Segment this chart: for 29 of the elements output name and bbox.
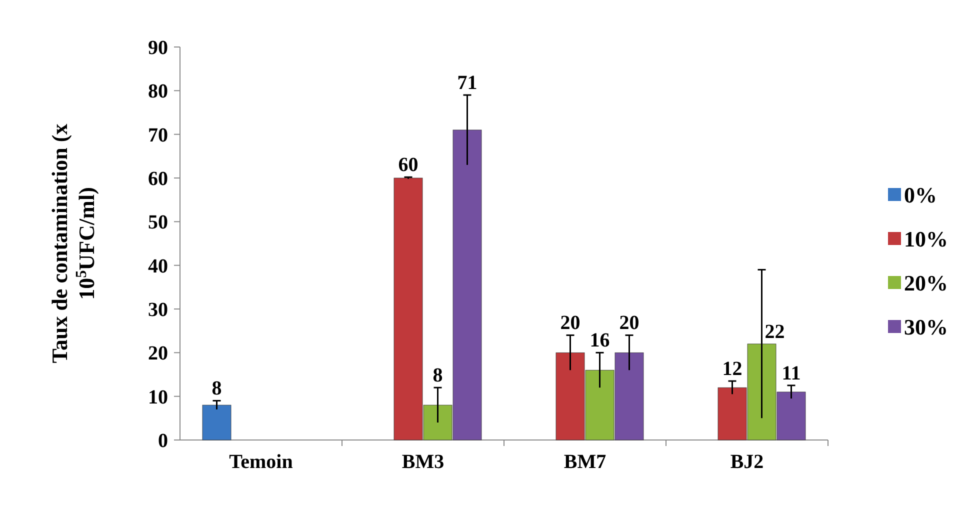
- y-tick-label: 20: [148, 342, 168, 365]
- y-tick-label: 50: [148, 212, 168, 234]
- x-tick-label: BM3: [402, 451, 444, 473]
- data-label: 22: [764, 320, 785, 343]
- data-label: 60: [398, 154, 418, 176]
- legend-label: 0%: [904, 182, 937, 208]
- y-tick-label: 90: [148, 37, 168, 59]
- y-tick-label: 70: [148, 124, 168, 146]
- data-label: 20: [560, 312, 580, 334]
- bar: [202, 404, 232, 440]
- x-tick-label: BJ2: [730, 451, 764, 473]
- x-tick-label: Temoin: [229, 451, 293, 473]
- legend-label: 30%: [904, 314, 948, 340]
- x-tick-label: BM7: [564, 451, 606, 473]
- y-tick-label: 0: [158, 430, 168, 452]
- y-tick-label: 40: [148, 255, 168, 278]
- data-label: 11: [782, 362, 801, 384]
- y-tick-label: 30: [148, 299, 168, 321]
- legend-label: 20%: [904, 270, 948, 296]
- data-label: 20: [619, 312, 640, 334]
- data-label: 12: [722, 358, 742, 380]
- y-tick-label: 80: [148, 80, 168, 103]
- data-label: 71: [457, 72, 478, 94]
- data-label: 8: [432, 364, 443, 387]
- data-label: 8: [212, 378, 222, 400]
- y-tick-label: 60: [148, 168, 168, 190]
- y-tick-label: 10: [148, 386, 168, 408]
- data-label: 16: [590, 330, 610, 352]
- legend-label: 10%: [904, 226, 948, 252]
